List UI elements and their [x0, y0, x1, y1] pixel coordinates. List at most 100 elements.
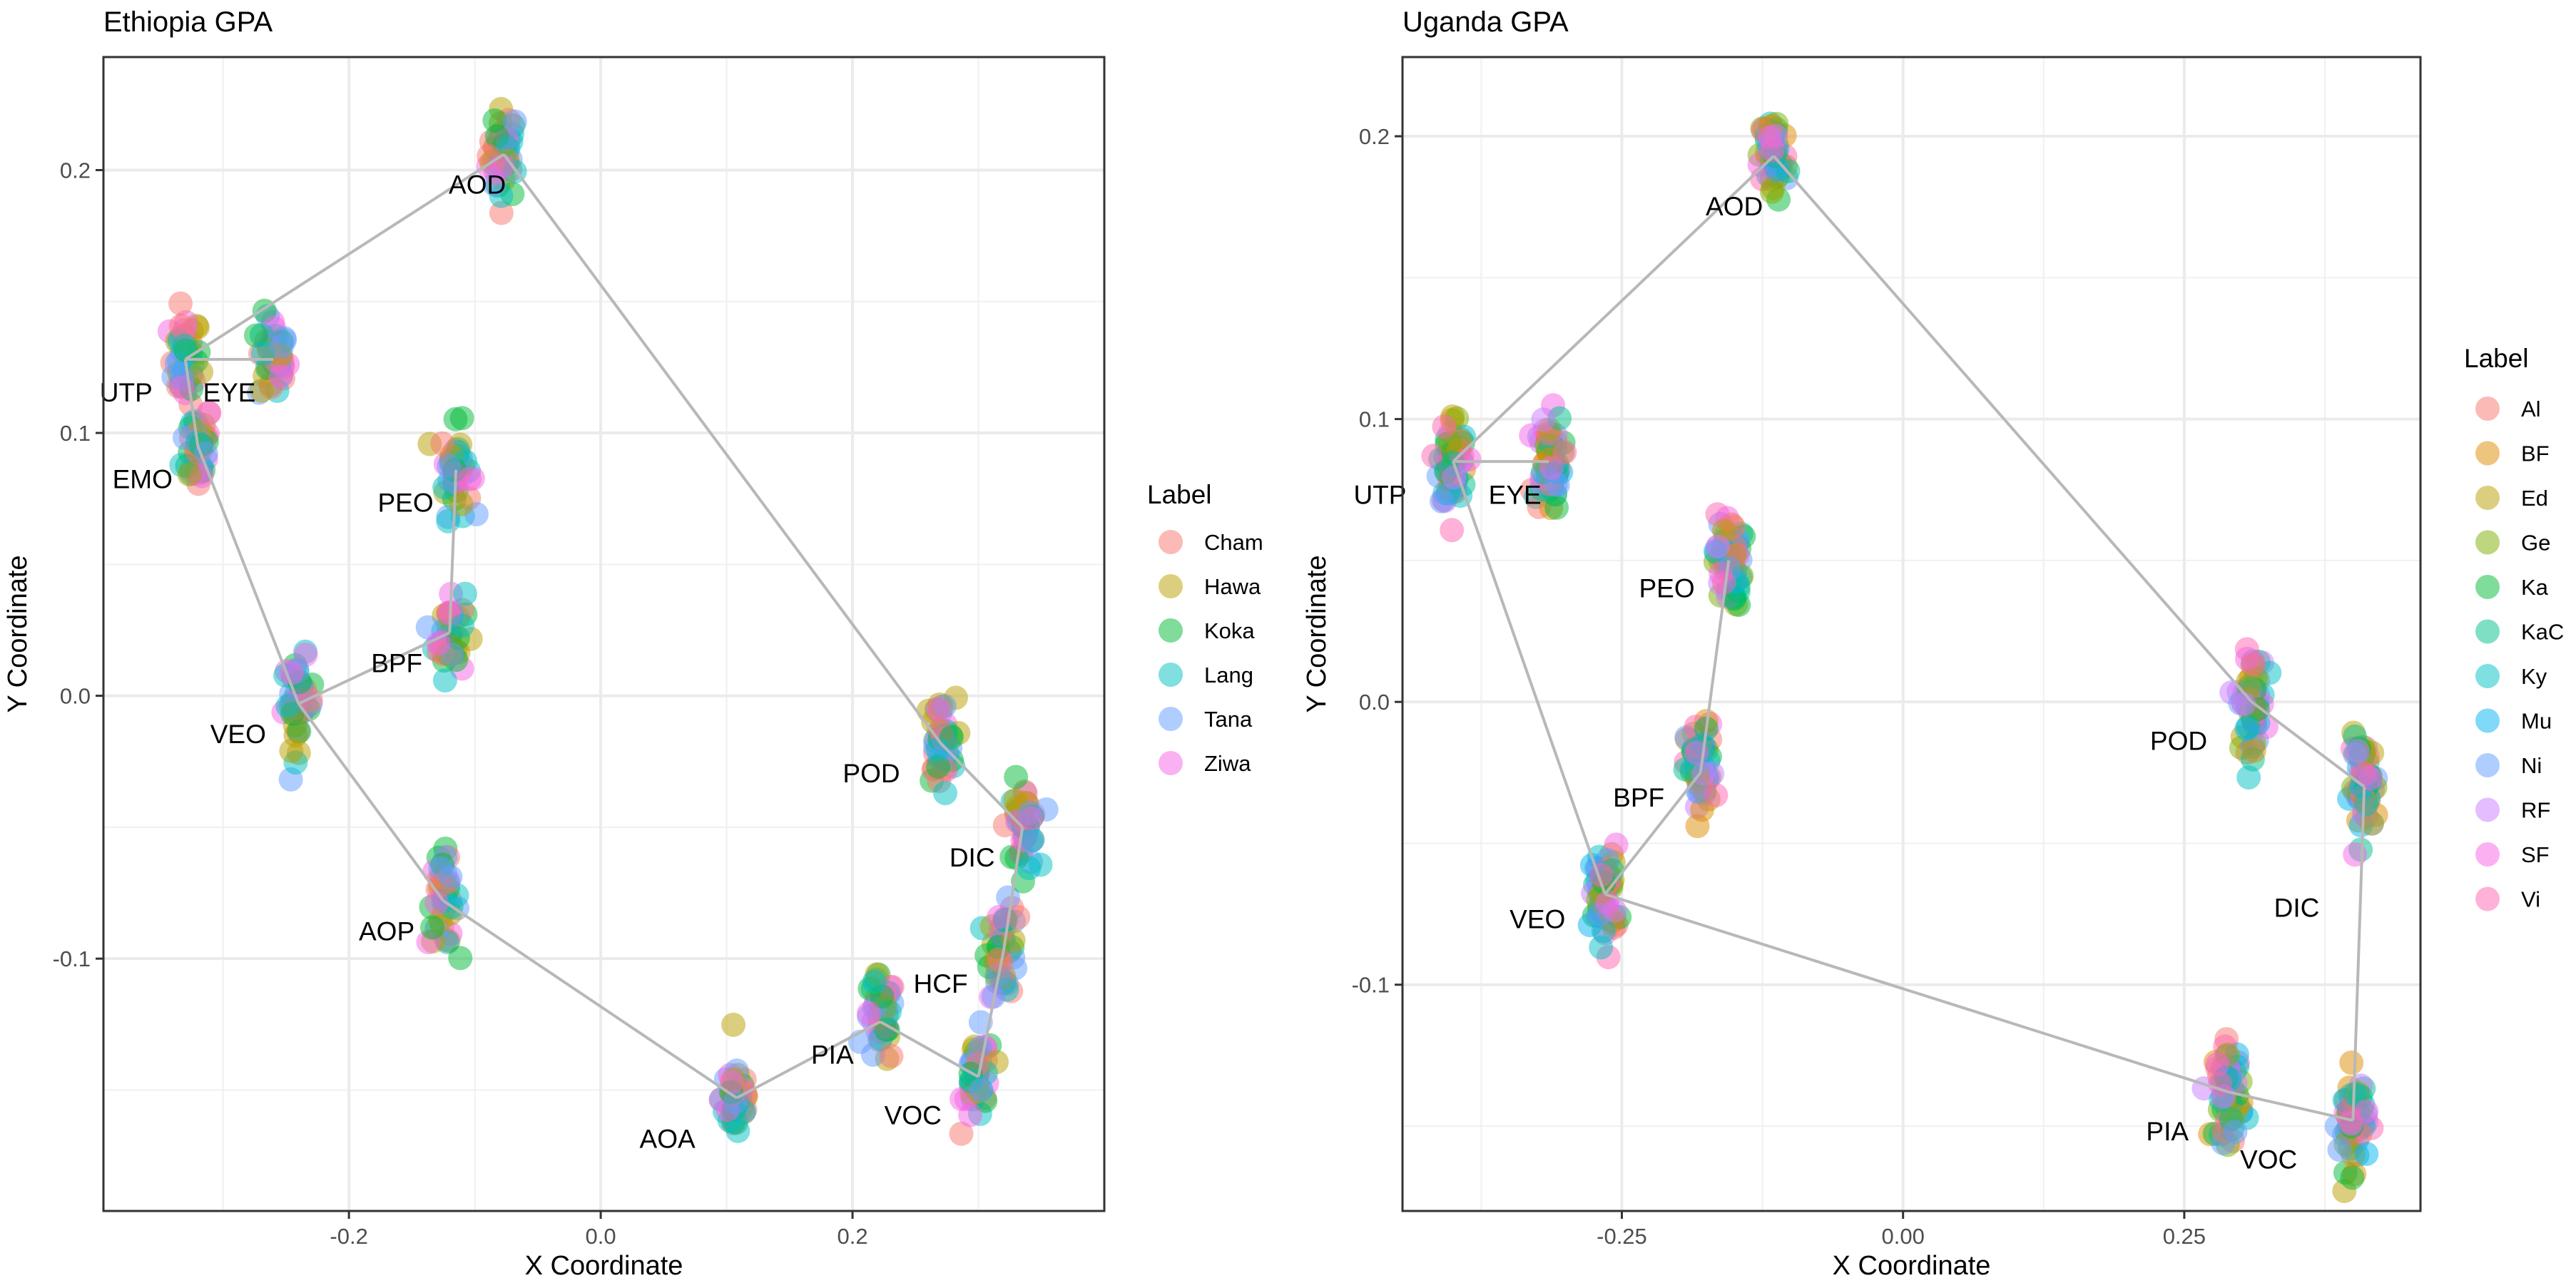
- link-aoa-pia: [735, 1020, 881, 1100]
- specimen-point: [2223, 1120, 2248, 1145]
- legend-swatch-hawa: [1159, 574, 1183, 598]
- legend-swatch-lang: [1159, 663, 1183, 687]
- specimen-point: [933, 781, 958, 806]
- legend-swatch-cham: [1159, 530, 1183, 554]
- landmark-label-utp: UTP: [100, 378, 153, 407]
- specimen-point: [1706, 534, 1731, 559]
- specimen-point: [987, 946, 1012, 971]
- specimen-point: [426, 630, 451, 655]
- specimen-point: [2208, 1071, 2233, 1096]
- specimen-point: [196, 400, 221, 425]
- specimen-point: [1020, 827, 1045, 852]
- specimen-point: [1019, 806, 1044, 831]
- specimen-point: [443, 407, 468, 431]
- legend-label-lang: Lang: [1204, 663, 1253, 688]
- legend-swatch-ky: [2475, 664, 2500, 688]
- chart-title: Ethiopia GPA: [103, 6, 273, 38]
- landmark-label-eye: EYE: [1489, 481, 1542, 510]
- legend-label-ed: Ed: [2521, 486, 2548, 511]
- landmark-label-bpf: BPF: [1613, 783, 1664, 812]
- y-axis-ticks: -0.1 0.0 0.1 0.2: [53, 158, 103, 971]
- specimen-point: [721, 1012, 746, 1037]
- x-axis-ticks: -0.25 0.00 0.25: [1597, 1211, 2206, 1249]
- specimen-point: [430, 431, 455, 456]
- specimen-point: [2354, 1141, 2379, 1166]
- link-hcf-dic: [1002, 827, 1024, 951]
- x-axis-title: X Coordinate: [1833, 1251, 1991, 1281]
- specimen-point: [2340, 1165, 2365, 1190]
- specimen-point: [172, 334, 197, 359]
- legend-label-ziwa: Ziwa: [1204, 751, 1251, 776]
- specimen-point: [925, 737, 950, 762]
- legend-swatch-ka: [2475, 575, 2500, 599]
- y-tick-label: 0.1: [60, 421, 91, 446]
- landmark-label-pod: POD: [842, 759, 900, 788]
- specimen-point: [268, 364, 293, 389]
- y-tick-label: -0.1: [1352, 973, 1390, 998]
- link-bpf-peo: [448, 469, 458, 633]
- legend-swatch-koka: [1159, 618, 1183, 643]
- specimen-point: [969, 1078, 994, 1103]
- specimen-point: [279, 738, 304, 763]
- link-pod-aod: [1772, 155, 2253, 703]
- specimen-point: [879, 1043, 904, 1068]
- landmark-label-aoa: AOA: [640, 1125, 696, 1154]
- landmark-label-pod: POD: [2150, 727, 2207, 756]
- legend-label-al: Al: [2521, 397, 2541, 421]
- ethiopia-gpa-panel: Ethiopia GPA AOD UTP EYE EMO PEO BPF VEO AOP AOA P…: [3, 6, 1263, 1281]
- specimen-points: [1421, 111, 2388, 1203]
- y-axis-title: Y Coordinate: [3, 555, 33, 712]
- specimen-point: [1429, 489, 1454, 513]
- landmark-label-veo: VEO: [1510, 904, 1565, 934]
- legend-swatch-ed: [2475, 486, 2500, 510]
- specimen-point: [489, 200, 514, 225]
- legend-swatch-vi: [2475, 886, 2500, 911]
- link-emo-veo: [196, 445, 300, 705]
- specimen-point: [1759, 179, 1784, 204]
- specimen-point: [2241, 738, 2266, 763]
- landmark-label-peo: PEO: [377, 489, 433, 518]
- landmark-label-eye: EYE: [203, 378, 255, 407]
- specimen-point: [1704, 783, 1729, 808]
- specimen-point: [1004, 765, 1029, 789]
- specimen-point: [168, 291, 193, 316]
- legend-label-bf: BF: [2521, 441, 2550, 466]
- legend-swatch-mu: [2475, 708, 2500, 733]
- y-tick-label: 0.2: [60, 158, 91, 183]
- specimen-point: [1760, 138, 1785, 163]
- landmark-label-utp: UTP: [1353, 481, 1406, 510]
- legend-title: Label: [1147, 480, 1212, 509]
- specimen-point: [1765, 157, 1790, 182]
- landmark-label-aod: AOD: [1706, 192, 1763, 221]
- specimen-point: [177, 462, 202, 487]
- y-tick-label: 0.0: [60, 684, 91, 709]
- specimen-point: [862, 969, 887, 994]
- legend-label-koka: Koka: [1204, 618, 1255, 643]
- legend-label-tana: Tana: [1204, 707, 1253, 732]
- landmark-label-voc: VOC: [885, 1100, 942, 1130]
- specimen-point: [168, 313, 193, 338]
- landmark-label-hcf: HCF: [914, 969, 968, 998]
- specimen-point: [2236, 765, 2261, 790]
- specimen-point: [987, 904, 1012, 929]
- landmark-label-aop: AOP: [359, 916, 414, 946]
- legend-label-mu: Mu: [2521, 709, 2552, 734]
- link-bpf-peo: [1699, 560, 1731, 773]
- specimen-point: [726, 1118, 750, 1143]
- specimen-point: [448, 946, 473, 971]
- grid-lines: [1402, 57, 2420, 1211]
- specimen-point: [457, 466, 482, 491]
- y-axis-ticks: -0.1 0.0 0.1 0.2: [1352, 124, 1402, 998]
- legend-swatch-bf: [2475, 441, 2500, 466]
- specimen-point: [2327, 1138, 2352, 1162]
- legend-label-rf: RF: [2521, 798, 2550, 823]
- y-tick-label: -0.1: [53, 946, 91, 971]
- legend-swatch-ni: [2475, 753, 2500, 777]
- y-tick-label: 0.0: [1359, 690, 1390, 715]
- mean-shape-links: [1452, 155, 2366, 1123]
- specimen-point: [424, 890, 449, 915]
- specimen-point: [419, 915, 444, 940]
- specimen-point: [1691, 761, 1716, 786]
- link-aod-utp: [1452, 155, 1775, 463]
